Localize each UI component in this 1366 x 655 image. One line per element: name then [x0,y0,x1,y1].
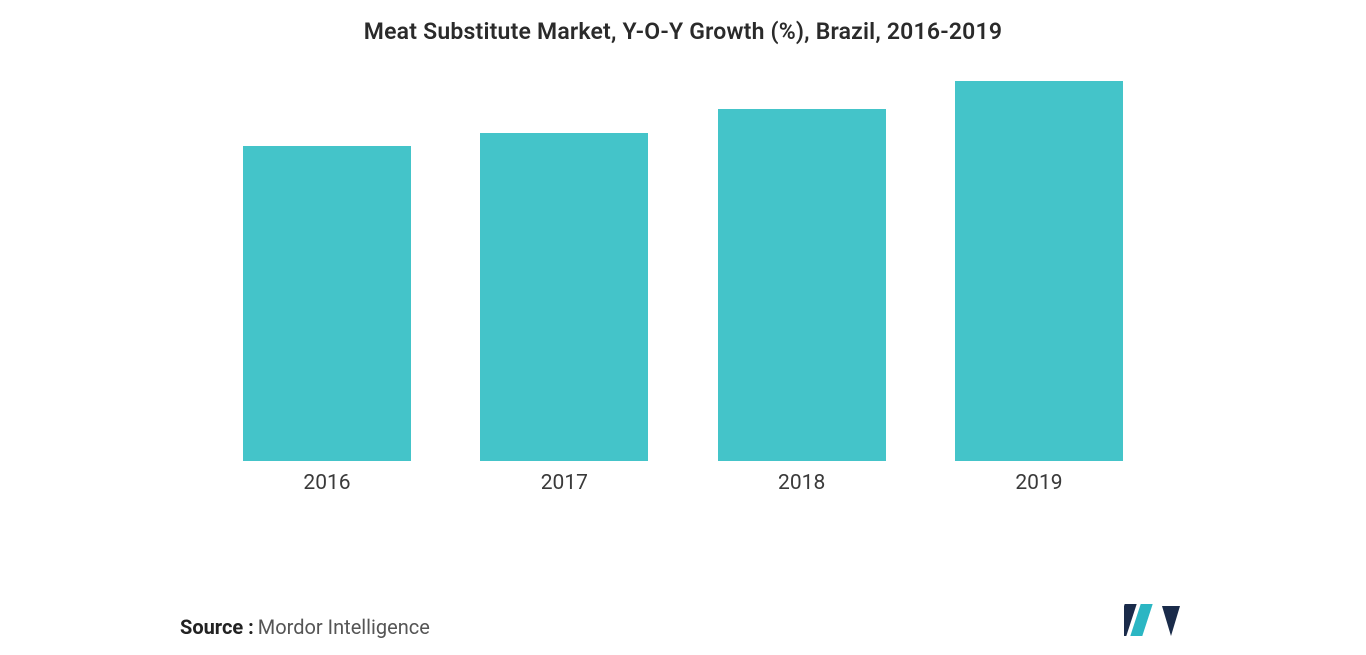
bar-2017 [480,133,648,461]
bar-label-2017: 2017 [541,471,588,495]
bar-label-2019: 2019 [1015,471,1062,495]
bar-group-2017: 2017 [480,133,648,495]
source-label: Source : [180,615,254,639]
mordor-logo-icon [1124,600,1186,640]
source-row: Source : Mordor Intelligence [180,615,430,639]
bar-group-2019: 2019 [955,81,1123,495]
chart-container: Meat Substitute Market, Y-O-Y Growth (%)… [0,0,1366,655]
bar-2019 [955,81,1123,461]
chart-title: Meat Substitute Market, Y-O-Y Growth (%)… [0,18,1366,45]
bar-2018 [718,109,886,461]
source-text: Mordor Intelligence [258,615,430,639]
plot-area: 2016 2017 2018 2019 [213,75,1153,495]
bar-2016 [243,146,411,461]
bar-group-2016: 2016 [243,146,411,495]
bar-group-2018: 2018 [718,109,886,495]
bar-label-2018: 2018 [778,471,825,495]
bar-label-2016: 2016 [303,471,350,495]
